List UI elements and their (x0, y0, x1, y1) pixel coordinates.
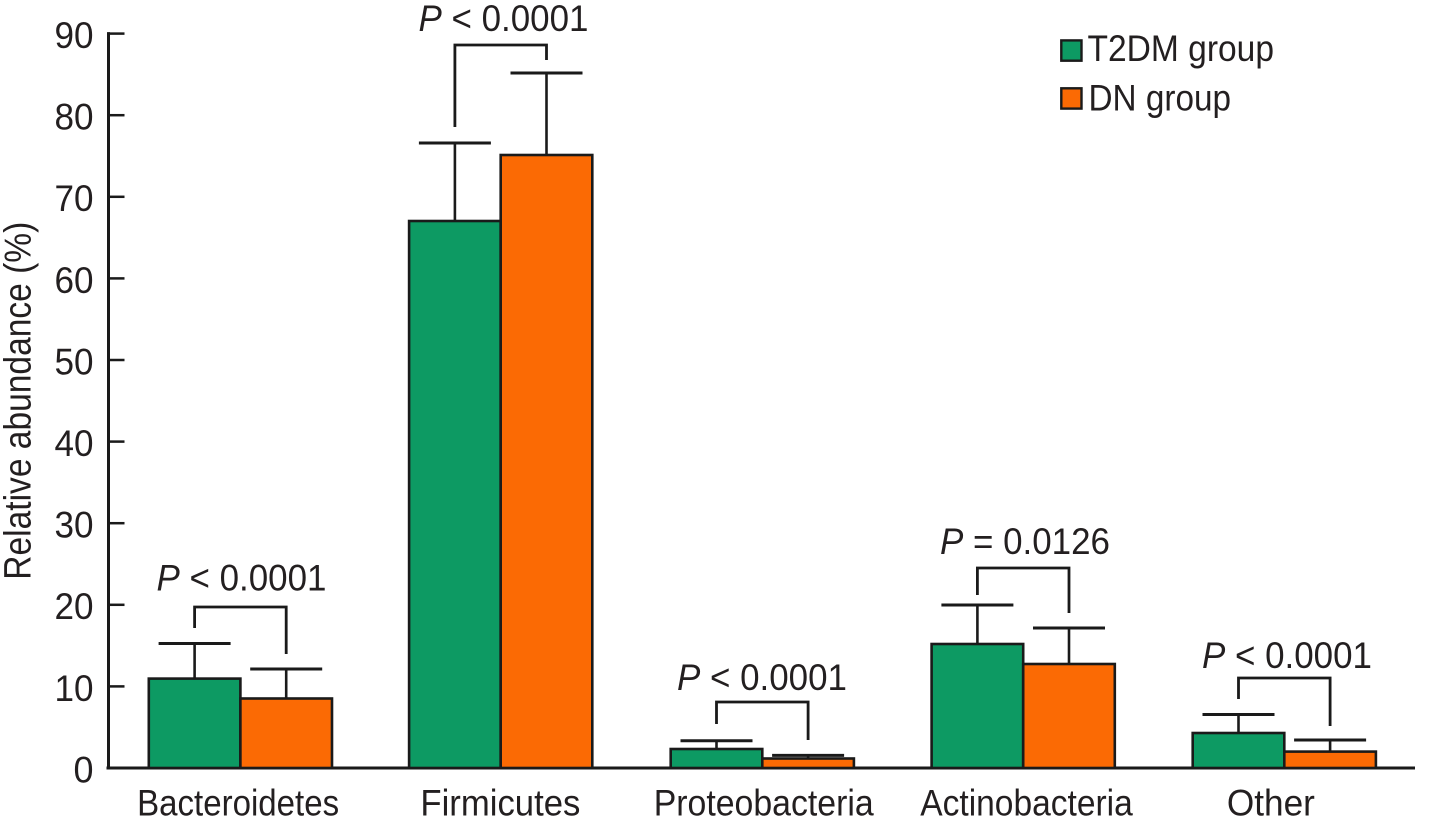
svg-text:P < 0.0001: P < 0.0001 (419, 0, 589, 39)
svg-text:DN group: DN group (1089, 78, 1232, 119)
svg-text:0: 0 (74, 749, 94, 790)
svg-text:80: 80 (55, 97, 94, 138)
svg-text:50: 50 (55, 341, 94, 382)
svg-text:P < 0.0001: P < 0.0001 (157, 558, 327, 599)
svg-text:P < 0.0001: P < 0.0001 (1202, 635, 1372, 676)
svg-text:20: 20 (55, 586, 94, 627)
svg-text:90: 90 (55, 15, 94, 56)
svg-text:Actinobacteria: Actinobacteria (920, 782, 1133, 821)
svg-text:P = 0.0126: P = 0.0126 (940, 521, 1110, 562)
svg-text:Bacteroidetes: Bacteroidetes (137, 782, 339, 821)
svg-text:T2DM group: T2DM group (1088, 28, 1275, 69)
svg-text:70: 70 (55, 178, 94, 219)
svg-text:Relative abundance (%): Relative abundance (%) (0, 222, 40, 580)
svg-text:Proteobacteria: Proteobacteria (654, 782, 874, 821)
svg-text:P < 0.0001: P < 0.0001 (677, 657, 847, 698)
svg-text:40: 40 (55, 423, 94, 464)
svg-text:60: 60 (55, 260, 94, 301)
svg-text:30: 30 (55, 505, 94, 546)
svg-text:Firmicutes: Firmicutes (420, 782, 580, 821)
svg-text:Other: Other (1227, 782, 1315, 821)
svg-text:10: 10 (55, 668, 94, 709)
